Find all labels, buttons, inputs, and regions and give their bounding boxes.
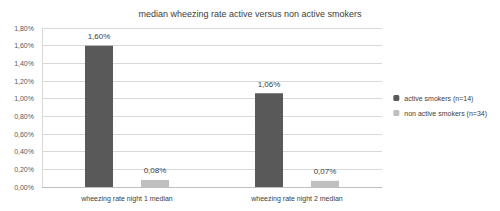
svg-text:0,80%: 0,80%: [14, 113, 34, 120]
svg-text:0,08%: 0,08%: [144, 166, 167, 175]
svg-text:1,06%: 1,06%: [258, 80, 281, 89]
svg-text:0,00%: 0,00%: [14, 184, 34, 191]
svg-text:active smokers (n=14): active smokers (n=14): [404, 95, 473, 103]
svg-text:0,20%: 0,20%: [14, 166, 34, 173]
svg-text:non active smokers (n=34): non active smokers (n=34): [404, 110, 487, 118]
svg-text:1,20%: 1,20%: [14, 78, 34, 85]
svg-text:wheezing rate night 1 median: wheezing rate night 1 median: [80, 195, 173, 203]
svg-text:0,07%: 0,07%: [314, 167, 337, 176]
svg-text:1,00%: 1,00%: [14, 95, 34, 102]
svg-text:1,60%: 1,60%: [88, 32, 111, 41]
svg-text:0,40%: 0,40%: [14, 148, 34, 155]
svg-text:1,40%: 1,40%: [14, 60, 34, 67]
svg-text:0,60%: 0,60%: [14, 131, 34, 138]
svg-text:wheezing rate night 2 median: wheezing rate night 2 median: [250, 195, 343, 203]
svg-text:1,60%: 1,60%: [14, 42, 34, 49]
svg-text:1,80%: 1,80%: [14, 25, 34, 32]
svg-text:median wheezing rate active ve: median wheezing rate active versus non a…: [138, 9, 362, 19]
